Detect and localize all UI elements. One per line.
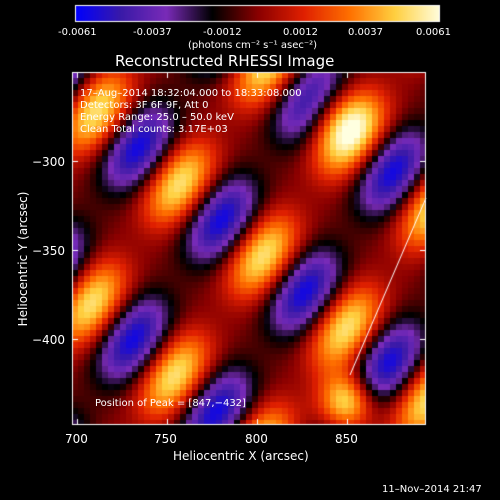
info-time-range: 17–Aug–2014 18:32:04.000 to 18:33:08.000 — [80, 88, 302, 99]
x-tick-label: 700 — [65, 432, 88, 446]
colorbar-tick-2: -0.0012 — [203, 27, 242, 38]
colorbar-tick-5: 0.0061 — [416, 27, 451, 38]
info-energy-range: Energy Range: 25.0 – 50.0 keV — [80, 112, 234, 123]
peak-position-label: Position of Peak = [847,−432] — [95, 398, 246, 409]
y-tick-label: −300 — [32, 155, 65, 169]
y-tick-label: −350 — [32, 244, 65, 258]
y-axis-label: Heliocentric Y (arcsec) — [16, 191, 30, 327]
info-clean-total-counts: Clean Total counts: 3.17E+03 — [80, 124, 228, 135]
x-tick-label: 750 — [154, 432, 177, 446]
x-tick-label: 850 — [335, 432, 358, 446]
info-detectors: Detectors: 3F 6F 9F, Att 0 — [80, 100, 209, 111]
footer-timestamp: 11–Nov–2014 21:47 — [382, 484, 482, 495]
x-axis-label: Heliocentric X (arcsec) — [173, 449, 309, 463]
colorbar-tick-1: -0.0037 — [133, 27, 172, 38]
y-tick-label: −400 — [32, 333, 65, 347]
x-tick-label: 800 — [245, 432, 268, 446]
colorbar-tick-3: 0.0012 — [283, 27, 318, 38]
colorbar-unit-label: (photons cm⁻² s⁻¹ asec⁻²) — [188, 40, 318, 51]
plot-title: Reconstructed RHESSI Image — [115, 52, 335, 70]
colorbar-tick-4: 0.0037 — [348, 27, 383, 38]
colorbar-tick-0: -0.0061 — [58, 27, 97, 38]
